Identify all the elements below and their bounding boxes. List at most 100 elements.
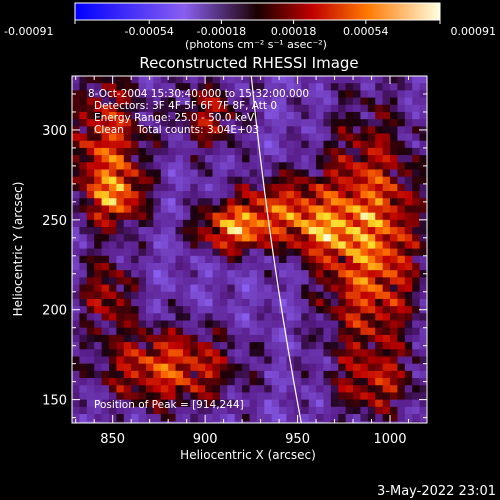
heatmap-cell-1212	[338, 248, 347, 257]
heatmap-cell-336	[382, 119, 391, 127]
heatmap-cell-21	[227, 76, 236, 84]
heatmap-cell-1337	[175, 270, 184, 278]
heatmap-cell-1048	[212, 227, 221, 235]
heatmap-cell-535	[404, 147, 413, 156]
heatmap-cell-277	[308, 111, 317, 120]
heatmap-cell-255	[145, 111, 154, 120]
heatmap-cell-2332	[286, 414, 295, 422]
heatmap-cell-2074	[190, 378, 199, 386]
heatmap-cell-1184	[131, 248, 140, 257]
heatmap-cell-2151	[397, 385, 406, 394]
heatmap-cell-73	[249, 83, 258, 91]
heatmap-cell-1720	[108, 327, 117, 336]
heatmap-cell-1838	[256, 342, 265, 350]
heatmap-cell-2260	[116, 406, 125, 415]
heatmap-cell-1066	[345, 227, 354, 235]
heatmap-cell-1635	[205, 313, 214, 322]
heatmap-cell-1787	[242, 334, 251, 343]
heatmap-cell-1650	[316, 313, 325, 322]
heatmap-cell-719	[316, 176, 325, 185]
heatmap-cell-823	[360, 191, 369, 199]
heatmap-cell-991	[153, 219, 162, 228]
heatmap-cell-922	[367, 205, 376, 214]
heatmap-cell-312	[205, 119, 214, 127]
heatmap-cell-1527	[131, 298, 140, 307]
heatmap-cell-500	[145, 147, 154, 156]
heatmap-cell-1726	[153, 327, 162, 336]
heatmap-cell-2226	[227, 399, 236, 408]
heatmap-cell-1213	[345, 248, 354, 257]
heatmap-cell-546	[123, 155, 132, 163]
colorbar-unit-label: (photons cm⁻² s⁻¹ asec⁻²)	[185, 38, 327, 51]
heatmap-cell-655	[205, 169, 214, 178]
heatmap-cell-1207	[301, 248, 310, 257]
heatmap-cell-1013	[316, 219, 325, 228]
heatmap-cell-1951	[367, 356, 376, 365]
heatmap-cell-1133	[116, 241, 125, 250]
heatmap-cell-1850	[345, 342, 354, 350]
heatmap-cell-2277	[242, 406, 251, 415]
heatmap-cell-215	[212, 104, 221, 113]
heatmap-cell-1451	[293, 284, 302, 293]
heatmap-cell-1214	[353, 248, 362, 257]
heatmap-cell-2112	[108, 385, 117, 394]
heatmap-cell-1362	[360, 270, 369, 278]
heatmap-cell-1430	[138, 284, 147, 293]
heatmap-cell-2021	[160, 370, 169, 379]
heatmap-cell-2339	[338, 414, 347, 422]
heatmap-cell-2223	[205, 399, 214, 408]
heatmap-cell-94	[404, 83, 413, 91]
heatmap-cell-2001	[375, 363, 384, 372]
heatmap-cell-1619	[86, 313, 95, 322]
heatmap-cell-365	[234, 126, 243, 135]
heatmap-cell-1	[79, 76, 88, 84]
heatmap-cell-1693	[271, 320, 280, 329]
heatmap-cell-542	[94, 155, 103, 163]
heatmap-cell-516	[264, 147, 273, 156]
heatmap-cell-801	[197, 191, 206, 199]
heatmap-cell-790	[116, 191, 125, 199]
heatmap-cell-2005	[404, 363, 413, 372]
heatmap-cell-1109	[301, 234, 310, 243]
heatmap-cell-992	[160, 219, 169, 228]
heatmap-cell-291	[412, 111, 421, 120]
heatmap-cell-2137	[293, 385, 302, 394]
heatmap-cell-2038	[286, 370, 295, 379]
heatmap-cell-2203	[419, 392, 427, 401]
heatmap-cell-210	[175, 104, 184, 113]
heatmap-cell-1464	[390, 284, 399, 293]
heatmap-cell-1724	[138, 327, 147, 336]
heatmap-cell-948	[197, 212, 206, 221]
heatmap-cell-1821	[131, 342, 140, 350]
heatmap-cell-638	[79, 169, 88, 178]
heatmap-cell-6	[116, 76, 125, 84]
heatmap-cell-33	[316, 76, 325, 84]
heatmap-cell-2257	[94, 406, 103, 415]
heatmap-cell-971	[367, 212, 376, 221]
heatmap-cell-2244	[360, 399, 369, 408]
heatmap-cell-142	[397, 90, 406, 99]
heatmap-cell-445	[101, 140, 110, 149]
heatmap-cell-1535	[190, 298, 199, 307]
heatmap-cell-3	[94, 76, 103, 84]
heatmap-cell-850	[197, 198, 206, 207]
heatmap-cell-2110	[94, 385, 103, 394]
heatmap-cell-523	[316, 147, 325, 156]
heatmap-cell-1233	[131, 255, 140, 264]
heatmap-cell-557	[205, 155, 214, 163]
heatmap-cell-624	[338, 162, 347, 171]
heatmap-cell-1871	[138, 349, 147, 358]
heatmap-cell-1979	[212, 363, 221, 372]
heatmap-cell-1716	[79, 327, 88, 336]
heatmap-cell-225	[286, 104, 295, 113]
heatmap-cell-1894	[308, 349, 317, 358]
heatmap-cell-1194	[205, 248, 214, 257]
heatmap-cell-66	[197, 83, 206, 91]
heatmap-cell-314	[219, 119, 228, 127]
heatmap-cell-621	[316, 162, 325, 171]
heatmap-cell-814	[293, 191, 302, 199]
heatmap-cell-1294	[219, 262, 228, 271]
heatmap-cell-2416	[183, 428, 191, 436]
heatmap-cell-1966	[116, 363, 125, 372]
heatmap-cell-937	[116, 212, 125, 221]
